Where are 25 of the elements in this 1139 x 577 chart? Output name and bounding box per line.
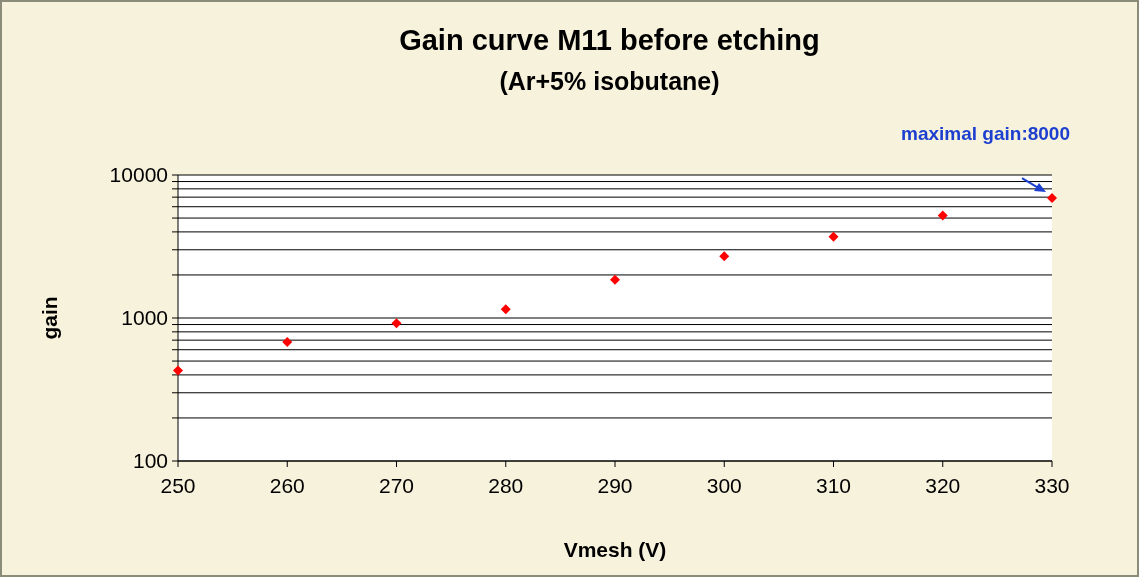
y-axis-title: gain	[38, 296, 61, 340]
x-tick-label: 320	[925, 474, 961, 497]
y-tick-label: 1000	[121, 306, 168, 329]
point	[500, 304, 511, 315]
annotation: maximal gain:8000	[901, 123, 1070, 145]
point	[828, 231, 839, 242]
point	[282, 336, 293, 347]
point	[719, 251, 730, 262]
point	[391, 318, 402, 329]
x-tick-label: 260	[269, 474, 305, 497]
y-tick-label: 10000	[109, 163, 168, 186]
x-tick-label: 250	[160, 474, 196, 497]
x-axis-title: Vmesh (V)	[563, 538, 667, 561]
chart-subtitle: (Ar+5% isobutane)	[499, 67, 720, 95]
y-tick-label: 100	[132, 449, 168, 472]
x-tick-label: 330	[1034, 474, 1070, 497]
chart-title: Gain curve M11 before etching	[399, 24, 820, 56]
x-tick-label: 270	[378, 474, 415, 497]
point	[610, 274, 620, 285]
x-tick-label: 310	[815, 474, 852, 497]
x-tick-label: 290	[597, 474, 633, 497]
x-tick-label: 280	[488, 474, 524, 497]
x-tick-label: 300	[706, 474, 742, 497]
point	[1047, 193, 1057, 204]
point	[937, 210, 948, 221]
